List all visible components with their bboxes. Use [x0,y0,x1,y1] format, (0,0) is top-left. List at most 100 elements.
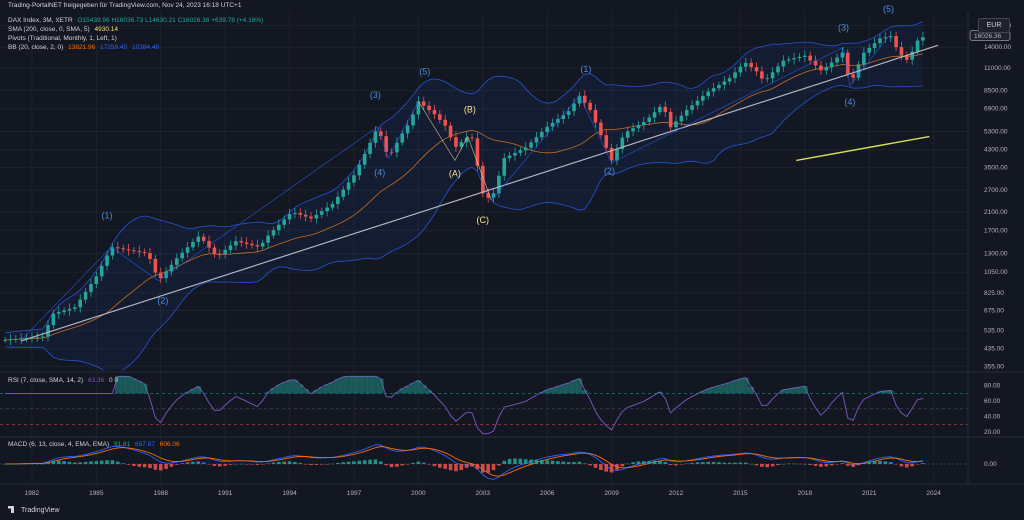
macd-hist-bar [83,461,88,464]
macd-hist-bar [620,464,625,467]
candle [824,62,829,75]
rsi-overbought-fill [742,377,749,394]
candle [727,74,732,85]
candle [599,119,603,139]
macd-hist-bar [330,463,335,465]
candle [427,100,431,115]
candle [443,114,448,131]
macd-hist-bar [523,459,528,464]
price-tick-label: 1050.00 [984,269,1008,276]
candle [158,267,163,283]
candle [604,129,609,153]
macd-hist-bar [362,460,367,464]
candle [797,53,802,62]
candle [137,245,142,258]
price-tick-label: 11000.00 [984,65,1011,72]
candle [330,200,335,211]
candle [207,235,211,253]
rsi-overbought-fill [839,392,846,394]
macd-hist-bar [277,461,281,464]
candle [523,142,528,156]
candle [56,306,61,319]
attribution: Trading-PortalNET freigegeben für Tradin… [8,2,242,9]
legend-macd-label: MACD (6, 13, close, 4, EMA, EMA) [8,441,110,448]
legend-symbol-row: DAX Index, 3M, XETR O15439.96 H16036.73 … [8,17,266,25]
projection-line[interactable] [796,135,930,162]
macd-hist-bar [760,464,764,467]
candle [99,261,104,281]
legend-rsi-extra: 0 0 [109,377,119,384]
macd-hist-bar [824,464,829,467]
wave-label: (1) [580,64,591,74]
tradingview-logo[interactable]: TradingView [8,506,60,514]
rsi-overbought-fill [356,376,363,394]
macd-hist-bar [792,463,796,465]
candle [255,239,260,252]
macd-hist-bar [266,463,270,464]
candle [813,55,818,71]
macd-hist-bar [738,462,743,464]
candle [577,92,582,108]
brand-label: TradingView [21,507,60,514]
macd-hist-bar [668,464,673,465]
price-tick-label: 355.00 [984,363,1004,370]
rsi-overbought-fill [705,388,712,394]
macd-hist-bar [529,459,533,464]
candle [513,147,517,161]
candle [244,237,249,249]
sma-line [5,53,924,341]
macd-signal-line [5,446,923,477]
macd-hist-bar [132,464,136,466]
candle [62,307,66,316]
macd-hist-bar [244,464,249,465]
macd-hist-bar [491,464,496,471]
candle [51,309,56,329]
macd-hist-bar [652,460,657,464]
macd-hist-bar [872,461,877,464]
macd-hist-bar [99,460,104,464]
legend-rsi-row[interactable]: RSI (7, close, SMA, 14, 2) 63.36 0 0 [8,377,121,385]
candle [234,236,238,251]
rsi-overbought-fill [345,376,352,394]
currency-button[interactable]: EUR [978,18,1010,33]
macd-hist-bar [679,464,684,465]
macd-hist-bar [636,461,641,464]
candle [223,245,227,259]
wave-connector-abc [418,101,492,201]
macd-hist-bar [427,464,431,465]
macd-hist-bar [845,464,850,466]
macd-hist-bar [915,464,920,465]
rsi-tick-label: 20.00 [984,429,1001,436]
candle [921,31,925,46]
legend-macd-row[interactable]: MACD (6, 13, close, 4, EMA, EMA) 91.81 6… [8,441,183,449]
macd-hist-bar [191,461,195,464]
wave-label: (C) [477,215,490,225]
macd-hist-bar [378,461,383,464]
candle [164,266,168,283]
macd-hist-bar [851,464,855,467]
macd-hist-bar [158,464,163,471]
candle [454,131,458,152]
macd-hist-bar [540,460,544,464]
legend-bb-row[interactable]: BB (20, close, 2, 0) 13821.96 17259.45 1… [8,44,162,52]
macd-hist-bar [561,461,566,464]
price-tick-label: 3500.00 [984,165,1008,172]
price-tick-label: 1700.00 [984,227,1008,234]
candle [314,209,319,224]
candle [701,90,705,106]
legend-sma-row[interactable]: SMA (200, close, 0, SMA, 5) 4930.14 [8,26,121,34]
macd-hist-bar [303,464,308,465]
macd-hist-bar [314,464,319,465]
macd-hist-bar [813,464,818,466]
price-tick-label: 2700.00 [984,187,1008,194]
legend-pivots-row[interactable]: Pivots (Traditional, Monthly, 1, Left, 1… [8,35,120,43]
tradingview-logo-icon [8,506,14,513]
rsi-overbought-fill [716,385,722,394]
rsi-overbought-fill [555,386,561,394]
rsi-overbought-fill [426,390,432,394]
macd-hist-bar [502,460,507,464]
macd-hist-bar [899,464,904,467]
macd-hist-bar [260,464,265,465]
macd-hist-bar [695,462,700,464]
long-term-trendline[interactable] [20,44,939,342]
